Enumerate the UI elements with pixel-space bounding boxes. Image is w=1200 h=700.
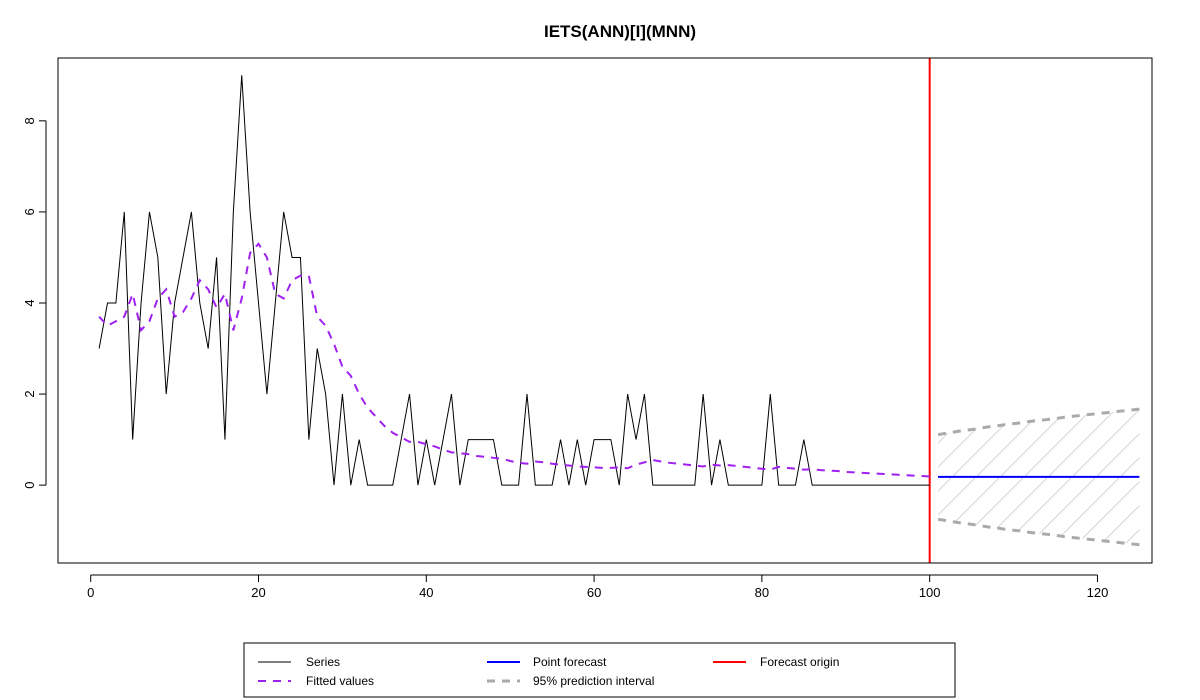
hatch-line: [1081, 409, 1140, 545]
hatch-line: [938, 409, 987, 545]
hatch-line: [938, 409, 1140, 545]
hatch-line: [938, 409, 1083, 545]
legend-box: [243, 642, 956, 698]
hatch-line: [938, 409, 1140, 545]
legend-label-series: Series: [306, 655, 340, 669]
x-tick-label: 20: [251, 585, 265, 600]
hatch-line: [938, 409, 1140, 545]
hatch-line: [938, 409, 1140, 545]
hatch-line: [938, 409, 1035, 545]
hatch-line: [938, 409, 1140, 545]
hatch-line: [1105, 409, 1140, 545]
legend-label-origin: Forecast origin: [760, 655, 839, 669]
hatch-line: [938, 409, 1140, 545]
hatch-line: [985, 409, 1140, 545]
prediction-interval-lower-line: [937, 517, 1140, 547]
prediction-interval-upper-line: [937, 407, 1140, 437]
hatch-line: [938, 409, 963, 545]
x-tick-label: 0: [87, 585, 94, 600]
y-tick-label: 0: [22, 482, 37, 489]
hatch-line: [938, 409, 1140, 545]
y-tick-label: 4: [22, 299, 37, 306]
plot-frame: [57, 57, 1153, 564]
x-tick-label: 60: [587, 585, 601, 600]
legend-label-fitted: Fitted values: [306, 674, 374, 688]
x-tick-label: 100: [919, 585, 941, 600]
hatch-line: [1009, 409, 1140, 545]
hatch-line: [1129, 409, 1140, 545]
x-tick-label: 40: [419, 585, 433, 600]
x-tick-label: 80: [755, 585, 769, 600]
hatch-line: [961, 409, 1140, 545]
hatch-line: [938, 409, 1140, 545]
series-line: [98, 75, 930, 486]
hatch-line: [938, 409, 1140, 545]
hatch-line: [938, 409, 1107, 545]
hatch-line: [1154, 0, 1200, 563]
y-tick-label: 2: [22, 390, 37, 397]
hatch-line: [938, 409, 1140, 545]
hatch-line: [938, 409, 1011, 545]
y-tick-label: 8: [22, 117, 37, 124]
hatch-line: [938, 409, 1140, 545]
y-tick-label: 6: [22, 208, 37, 215]
hatch-line: [938, 409, 1140, 545]
hatch-line: [938, 409, 1140, 545]
x-tick-label: 120: [1087, 585, 1109, 600]
chart-title: IETS(ANN)[I](MNN): [544, 22, 696, 41]
hatch-line: [938, 409, 1140, 545]
hatch-line: [1178, 0, 1200, 563]
legend-label-point-forecast: Point forecast: [533, 655, 607, 669]
legend-label-interval: 95% prediction interval: [533, 674, 654, 688]
hatch-line: [938, 409, 1140, 545]
hatch-line: [938, 409, 939, 545]
hatch-line: [938, 409, 1140, 545]
legend: Series Fitted values Point forecast 95% …: [243, 642, 956, 698]
hatch-line: [1033, 409, 1140, 545]
hatch-line: [938, 409, 1059, 545]
hatch-line: [1057, 409, 1140, 545]
fitted-values-line: [98, 242, 930, 478]
prediction-interval-hatch: [938, 0, 1200, 563]
hatch-line: [938, 409, 1140, 545]
